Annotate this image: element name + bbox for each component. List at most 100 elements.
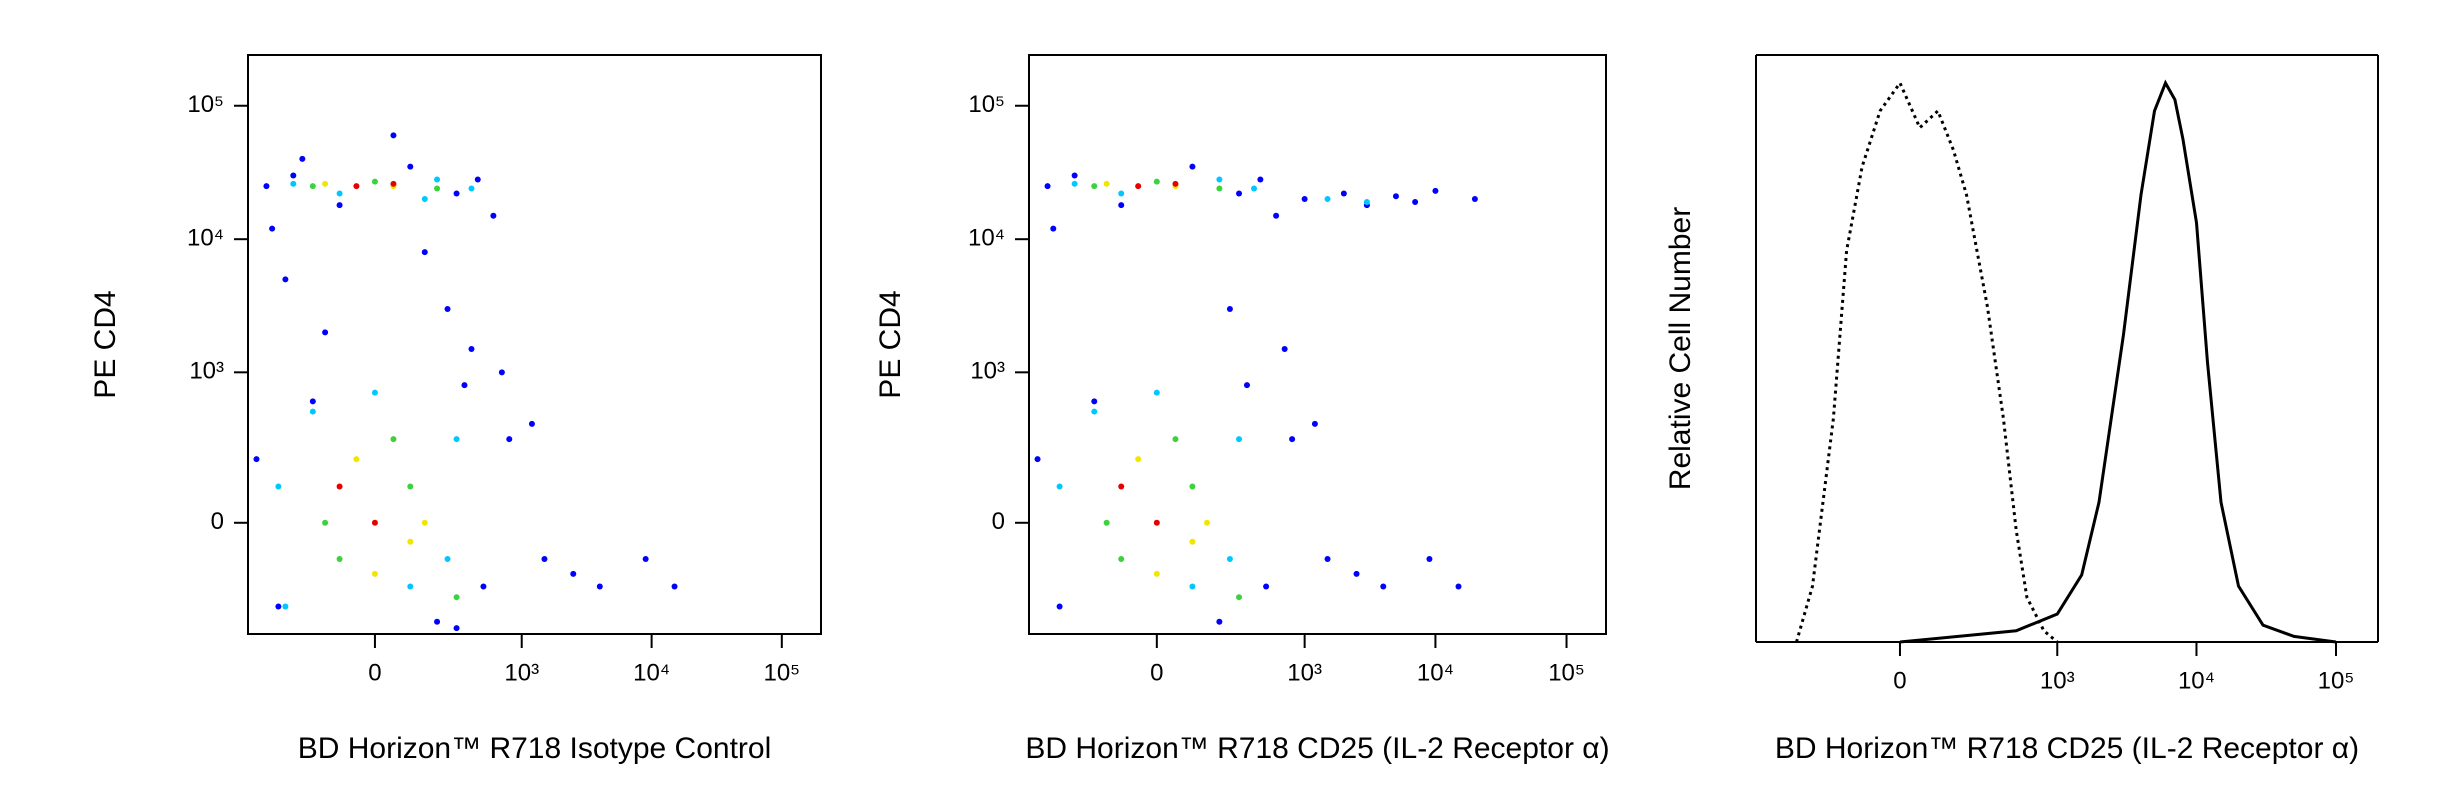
- event-dot: [407, 538, 414, 545]
- event-dot: [1353, 570, 1360, 577]
- event-dot: [468, 185, 475, 192]
- event-dot: [309, 398, 316, 405]
- event-dot: [322, 180, 329, 187]
- event-dot: [390, 180, 397, 187]
- event-dot: [461, 382, 468, 389]
- event-dot: [371, 389, 378, 396]
- y-tick-label: 10⁵: [968, 91, 1005, 118]
- event-dot: [453, 625, 460, 632]
- event-dot: [453, 436, 460, 443]
- event-dot: [570, 570, 577, 577]
- y-tick-label: 0: [992, 508, 1005, 535]
- event-dot: [480, 583, 487, 590]
- event-dot: [1204, 519, 1211, 526]
- event-dot: [322, 329, 329, 336]
- event-dot: [506, 436, 513, 443]
- event-dot: [1412, 198, 1419, 205]
- x-tick-label: 10³: [2040, 667, 2075, 694]
- event-dot: [1251, 185, 1258, 192]
- event-dot: [1301, 196, 1308, 203]
- x-axis-label: BD Horizon™ R718 CD25 (IL-2 Receptor α): [1025, 732, 1609, 765]
- event-dot: [1324, 556, 1331, 563]
- y-axis-label: PE CD4: [874, 290, 907, 398]
- event-dot: [407, 583, 414, 590]
- event-dot: [407, 483, 414, 490]
- event-dot: [498, 369, 505, 376]
- event-dot: [1189, 483, 1196, 490]
- event-dot: [434, 176, 441, 183]
- event-dot: [453, 594, 460, 601]
- event-dot: [1324, 196, 1331, 203]
- event-dot: [1172, 180, 1179, 187]
- event-dot: [444, 305, 451, 312]
- event-dot: [468, 346, 475, 353]
- event-dot: [671, 583, 678, 590]
- event-dot: [1118, 556, 1125, 563]
- event-dot: [275, 483, 282, 490]
- event-dot: [1118, 483, 1125, 490]
- event-dot: [1216, 176, 1223, 183]
- x-tick-label: 0: [1893, 667, 1906, 694]
- y-tick-label: 10³: [189, 358, 224, 385]
- x-tick-label: 10³: [1287, 659, 1322, 686]
- event-dot: [371, 519, 378, 526]
- event-dot: [407, 163, 414, 170]
- x-tick-label: 10³: [504, 659, 539, 686]
- event-dot: [336, 202, 343, 209]
- event-dot: [1236, 594, 1243, 601]
- event-dot: [453, 190, 460, 197]
- event-dot: [263, 183, 270, 190]
- event-dot: [1091, 398, 1098, 405]
- event-dot: [1236, 190, 1243, 197]
- event-dot: [253, 456, 260, 463]
- event-dot: [1471, 196, 1478, 203]
- event-dot: [269, 225, 276, 232]
- event-dot: [336, 190, 343, 197]
- event-dot: [1172, 436, 1179, 443]
- event-dot: [1153, 519, 1160, 526]
- event-dot: [1243, 382, 1250, 389]
- x-tick-label: 10⁴: [2178, 667, 2215, 694]
- event-dot: [1426, 556, 1433, 563]
- plot-frame: [247, 54, 822, 635]
- histogram-line: [1795, 79, 2059, 644]
- event-dot: [541, 556, 548, 563]
- event-dot: [421, 196, 428, 203]
- event-dot: [1380, 583, 1387, 590]
- y-tick-label: 10⁴: [968, 225, 1005, 252]
- event-dot: [353, 183, 360, 190]
- event-dot: [1118, 202, 1125, 209]
- event-dot: [434, 618, 441, 625]
- event-dot: [1216, 618, 1223, 625]
- plot-frame: [1028, 54, 1607, 635]
- event-dot: [1363, 198, 1370, 205]
- event-dot: [290, 172, 297, 179]
- y-axis-label: Relative Cell Number: [1664, 207, 1697, 490]
- event-dot: [1340, 190, 1347, 197]
- event-dot: [1236, 436, 1243, 443]
- event-dot: [336, 483, 343, 490]
- event-dot: [1311, 420, 1318, 427]
- event-dot: [1216, 185, 1223, 192]
- y-tick-label: 0: [211, 508, 224, 535]
- event-dot: [1103, 519, 1110, 526]
- event-dot: [371, 570, 378, 577]
- event-dot: [1091, 183, 1098, 190]
- x-axis-label: BD Horizon™ R718 CD25 (IL-2 Receptor α): [1775, 732, 2359, 765]
- event-dot: [290, 180, 297, 187]
- event-dot: [642, 556, 649, 563]
- event-dot: [275, 603, 282, 610]
- x-tick-label: 0: [1150, 659, 1163, 686]
- event-dot: [1050, 225, 1057, 232]
- y-axis-label: PE CD4: [89, 290, 122, 398]
- event-dot: [282, 603, 289, 610]
- event-dot: [1091, 408, 1098, 415]
- event-dot: [1226, 305, 1233, 312]
- y-tick-label: 10⁵: [187, 91, 224, 118]
- event-dot: [390, 132, 397, 139]
- event-dot: [1071, 172, 1078, 179]
- event-dot: [322, 519, 329, 526]
- event-dot: [1056, 483, 1063, 490]
- y-tick-label: 10⁴: [187, 225, 224, 252]
- x-axis-label: BD Horizon™ R718 Isotype Control: [298, 732, 772, 765]
